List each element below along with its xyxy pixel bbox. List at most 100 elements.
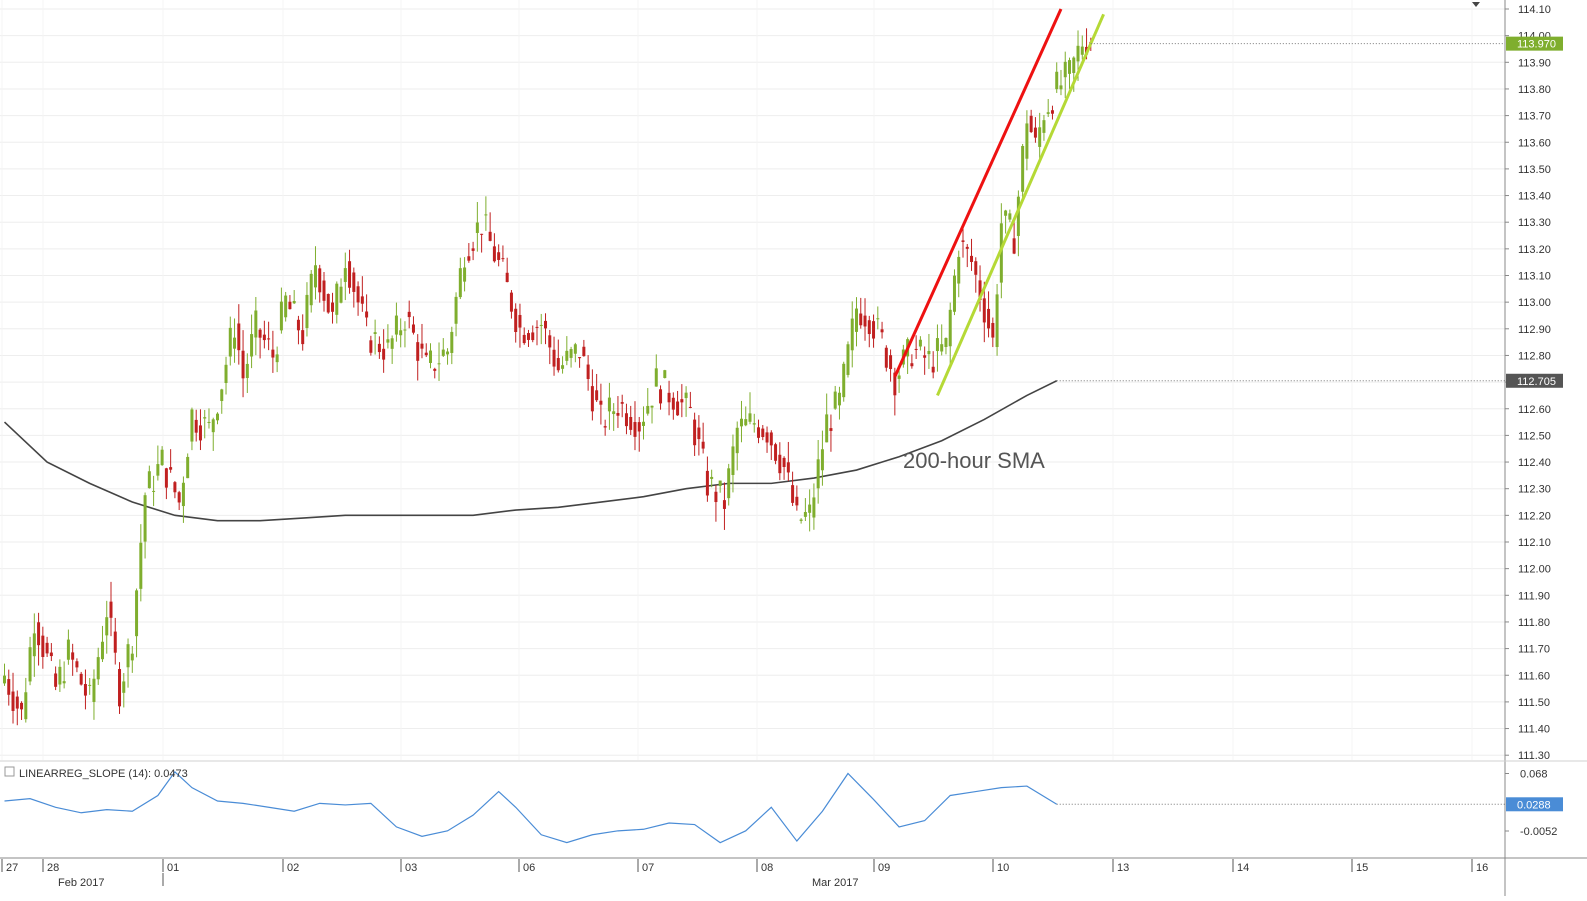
candle-body <box>659 389 663 404</box>
candle-body <box>126 644 130 668</box>
candle-body <box>416 342 420 361</box>
candle-body <box>765 432 769 443</box>
candle-body <box>152 490 156 492</box>
candle-body <box>863 315 867 327</box>
candle-body <box>41 635 45 658</box>
candle-body <box>305 294 309 329</box>
price-tick-label: 113.10 <box>1518 271 1551 283</box>
checkbox-icon <box>4 766 15 777</box>
candle-body <box>382 348 386 360</box>
candle-body <box>552 349 556 367</box>
day-label: 16 <box>1476 862 1488 874</box>
candle-body <box>160 449 164 466</box>
candle-body <box>20 702 24 710</box>
candle-body <box>463 267 467 282</box>
indicator-panel: LINEARREG_SLOPE (14): 0.0473 <box>4 766 1058 844</box>
day-label: 08 <box>761 862 773 874</box>
day-label: 28 <box>47 862 59 874</box>
candle-body <box>122 681 126 693</box>
candle-body <box>642 421 645 426</box>
candle-body <box>578 357 582 359</box>
day-label: 03 <box>405 862 417 874</box>
candle-body <box>1046 112 1050 114</box>
day-label: 15 <box>1356 862 1368 874</box>
candle-body <box>701 441 705 449</box>
candle-body <box>923 355 927 358</box>
candle-body <box>501 258 505 260</box>
candle-body <box>918 339 922 347</box>
candle-body <box>360 296 364 304</box>
chevron-down-icon[interactable] <box>1472 2 1480 7</box>
candle-body <box>377 343 381 353</box>
candle-body <box>654 368 658 387</box>
price-tick-label: 113.60 <box>1518 137 1551 149</box>
candle-body <box>893 372 897 396</box>
candle-body <box>331 302 335 312</box>
candle-body <box>987 308 991 329</box>
candle-body <box>467 256 471 261</box>
candle-body <box>799 519 803 521</box>
candle-body <box>109 601 113 618</box>
month-label: Mar 2017 <box>812 877 858 889</box>
candle-body <box>241 350 245 379</box>
candle-body <box>113 631 117 653</box>
candle-body <box>420 343 424 349</box>
price-tick-label: 111.60 <box>1518 670 1550 682</box>
candle-body <box>616 413 620 416</box>
candle-body <box>607 397 611 412</box>
candle-body <box>356 286 360 303</box>
candle-body <box>54 673 58 687</box>
candle-body <box>177 492 181 503</box>
candle-body <box>139 542 143 589</box>
candle-body <box>313 265 317 288</box>
price-tick-label: 112.50 <box>1518 430 1551 442</box>
sma-annotation: 200-hour SMA <box>903 448 1045 473</box>
candle-body <box>386 339 390 343</box>
candle-body <box>927 350 931 355</box>
candle-body <box>369 340 373 353</box>
candle-body <box>169 467 173 470</box>
candle-body <box>1050 110 1054 114</box>
candle-body <box>237 323 241 351</box>
candle-body <box>829 428 833 431</box>
price-tick-label: 113.00 <box>1518 297 1551 309</box>
candle-body <box>833 391 837 409</box>
candle-body <box>539 324 543 326</box>
candle-body <box>837 392 841 406</box>
indicator-tick-label: 0.068 <box>1520 769 1548 781</box>
candle-body <box>944 337 948 347</box>
candle-body <box>1059 85 1063 90</box>
candle-body <box>735 427 739 454</box>
candle-body <box>910 363 914 367</box>
candle-body <box>1033 127 1037 138</box>
candle-body <box>446 351 450 355</box>
candle-body <box>676 401 680 416</box>
candle-body <box>573 344 577 354</box>
candle-body <box>522 334 526 344</box>
candle-body <box>258 329 262 338</box>
candle-body <box>497 252 501 260</box>
candle-body <box>296 319 300 331</box>
price-tick-label: 113.90 <box>1518 57 1551 69</box>
candle-body <box>935 338 939 352</box>
candle-body <box>279 301 283 331</box>
candle-body <box>778 454 782 474</box>
price-tick-label: 112.20 <box>1518 510 1551 522</box>
candle-body <box>130 653 134 661</box>
candle-body <box>1042 120 1046 133</box>
candle-body <box>722 500 726 509</box>
candle-body <box>624 413 628 427</box>
candle-body <box>710 476 714 479</box>
candle-body <box>211 419 215 433</box>
candle-body <box>71 652 75 660</box>
candle-body <box>957 256 961 284</box>
candle-body <box>1063 61 1067 78</box>
candle-body <box>458 268 462 298</box>
candle-body <box>590 386 594 412</box>
day-label: 10 <box>997 862 1009 874</box>
candle-body <box>978 280 982 301</box>
candle-body <box>75 661 79 668</box>
candle-body <box>812 497 816 518</box>
